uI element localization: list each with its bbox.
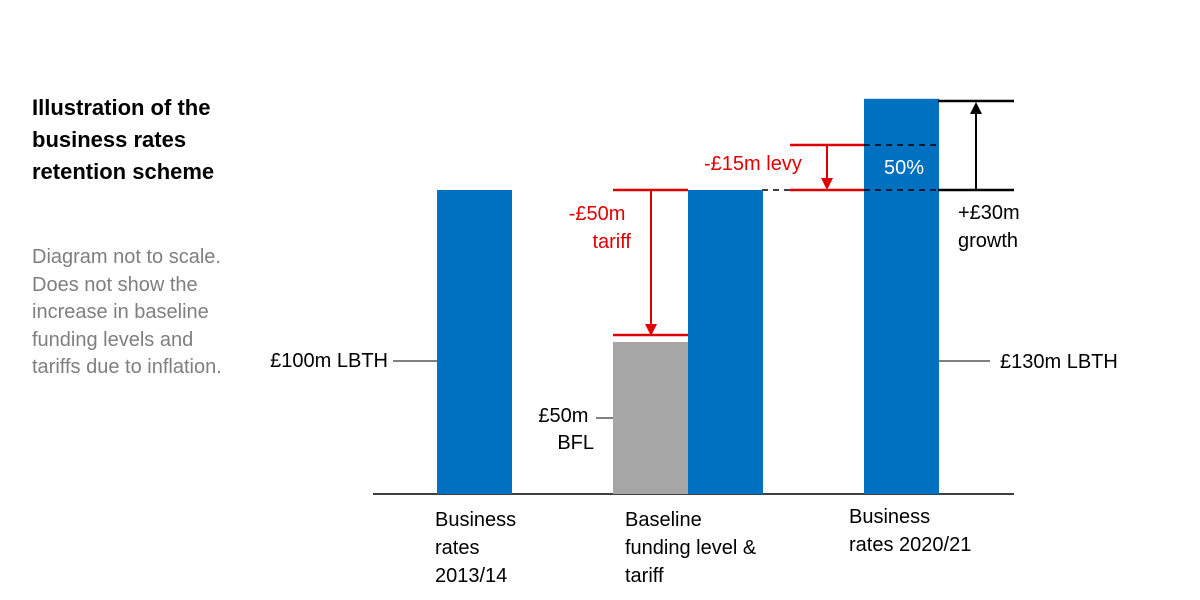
category-2020-line-1: Business <box>849 506 930 528</box>
lbth-2020-label: £130m LBTH <box>1000 351 1118 373</box>
category-baseline-line-2: funding level & <box>625 537 757 559</box>
bars-layer <box>437 98 939 495</box>
growth-label-line-1: +£30m <box>958 202 1020 224</box>
tariff-label-line-2: tariff <box>592 231 631 253</box>
lbth-2013-label: £100m LBTH <box>270 350 388 372</box>
category-label-2020: Business rates 2020/21 <box>849 506 971 556</box>
bar-business-rates-3 <box>864 98 939 495</box>
tariff-label-line-1: -£50m <box>569 203 626 225</box>
bar-business-rates-0 <box>437 190 512 494</box>
growth-label-line-2: growth <box>958 230 1018 252</box>
growth-label: +£30m growth <box>958 202 1025 252</box>
bfl-label-line-2: BFL <box>557 432 594 454</box>
category-2013-line-3: 2013/14 <box>435 565 507 587</box>
tariff-arrowhead <box>645 324 657 336</box>
category-baseline-line-3: tariff <box>625 565 664 587</box>
category-2020-line-2: rates 2020/21 <box>849 534 971 556</box>
levy-label: -£15m levy <box>704 153 802 175</box>
category-label-2013: Business rates 2013/14 <box>435 509 522 587</box>
bar-bfl-1 <box>613 342 688 494</box>
page-title: Illustration of the business rates reten… <box>32 95 215 184</box>
levy-arrowhead <box>821 178 833 190</box>
bfl-label: £50m BFL <box>538 405 594 454</box>
bar-business-rates-2 <box>688 190 763 494</box>
share-label: 50% <box>884 157 924 179</box>
category-2013-line-1: Business <box>435 509 516 531</box>
growth-overlay <box>864 99 1014 192</box>
category-2013-line-2: rates <box>435 537 479 559</box>
category-label-baseline: Baseline funding level & tariff <box>625 509 762 587</box>
bfl-label-line-1: £50m <box>538 405 588 427</box>
diagram-note: Diagram not to scale. Does not show the … <box>32 246 222 378</box>
category-baseline-line-1: Baseline <box>625 509 702 531</box>
tariff-label: -£50m tariff <box>569 203 632 253</box>
growth-arrowhead <box>970 102 982 114</box>
chart-labels: £100m LBTH £130m LBTH £50m BFL -£50m tar… <box>270 153 1118 587</box>
